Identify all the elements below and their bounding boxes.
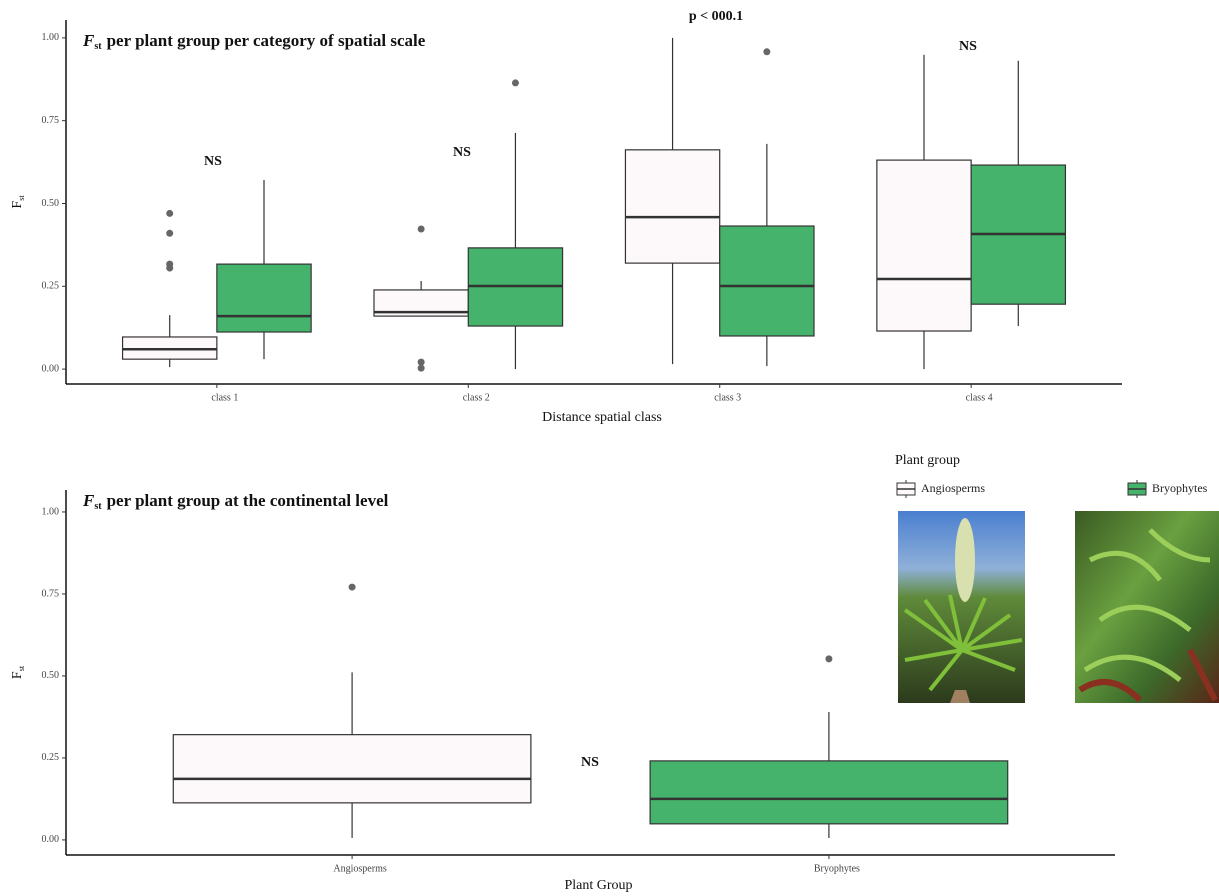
box xyxy=(650,761,1008,824)
y-label-symbol: F xyxy=(10,671,25,679)
annotation: p < 000.1 xyxy=(689,9,743,24)
y-tick-label: 0.50 xyxy=(42,670,60,681)
annotation: NS xyxy=(204,154,222,169)
outlier xyxy=(166,210,173,217)
y-axis-label: Fst xyxy=(10,665,26,679)
title-symbol: F xyxy=(82,491,95,510)
y-axis-label: Fst xyxy=(10,195,26,209)
y-tick-label: 0.75 xyxy=(42,588,60,599)
outlier xyxy=(825,655,832,662)
outlier xyxy=(763,48,770,55)
outlier xyxy=(512,79,519,86)
x-tick-label: Bryophytes xyxy=(814,863,860,874)
title-subscript: st xyxy=(94,41,102,52)
legend-label: Bryophytes xyxy=(1152,481,1208,495)
box xyxy=(877,160,971,331)
annotation: NS xyxy=(453,145,471,160)
y-tick-label: 0.25 xyxy=(42,281,60,292)
y-label-subscript: st xyxy=(17,665,26,671)
y-tick-label: 0.75 xyxy=(42,115,60,126)
box xyxy=(625,150,719,263)
page: Fst per plant group per category of spati… xyxy=(0,0,1219,896)
title-text: per plant group per category of spatial … xyxy=(107,31,426,50)
legend-label: Angiosperms xyxy=(921,481,985,495)
x-tick-label: class 4 xyxy=(966,392,993,403)
photo-bryophyte xyxy=(1075,511,1219,703)
chart-title: Fst per plant group per category of spati… xyxy=(82,31,426,52)
y-tick-label: 1.00 xyxy=(42,32,60,43)
y-tick-label: 0.00 xyxy=(42,834,60,845)
title-subscript: st xyxy=(94,501,102,512)
outlier xyxy=(166,230,173,237)
annotation: NS xyxy=(581,755,599,770)
annotation: NS xyxy=(959,39,977,54)
figure: Fst per plant group per category of spati… xyxy=(0,0,1219,896)
y-tick-label: 0.25 xyxy=(42,752,60,763)
box xyxy=(173,735,531,803)
title-symbol: F xyxy=(82,31,95,50)
chart-title: Fst per plant group at the continental le… xyxy=(82,491,389,512)
title-text: per plant group at the continental level xyxy=(107,491,389,510)
outlier xyxy=(166,265,173,272)
outlier xyxy=(349,584,356,591)
outlier xyxy=(418,359,425,366)
x-tick-label: class 1 xyxy=(211,392,238,403)
y-tick-label: 1.00 xyxy=(42,506,60,517)
x-tick-label: Angiosperms xyxy=(333,863,386,874)
x-tick-label: class 2 xyxy=(463,392,490,403)
box xyxy=(720,226,814,336)
y-tick-label: 0.00 xyxy=(42,363,60,374)
x-tick-label: class 3 xyxy=(714,392,741,403)
outlier xyxy=(418,225,425,232)
x-axis-label: Distance spatial class xyxy=(542,410,662,425)
outlier xyxy=(418,365,425,372)
y-tick-label: 0.50 xyxy=(42,198,60,209)
x-axis-label: Plant Group xyxy=(564,878,632,893)
y-label-subscript: st xyxy=(17,195,26,201)
box xyxy=(217,264,311,332)
photo-angiosperm xyxy=(898,511,1025,703)
y-label-symbol: F xyxy=(10,201,25,209)
legend-title: Plant group xyxy=(895,453,960,468)
